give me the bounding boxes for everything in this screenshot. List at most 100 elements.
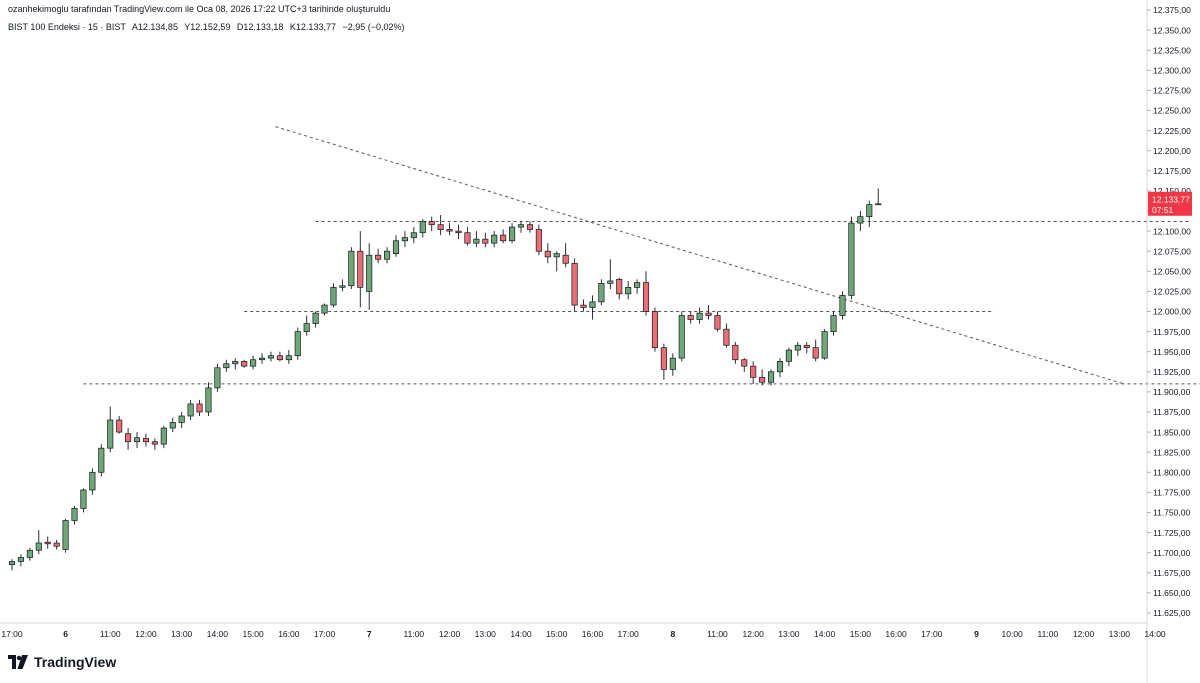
candle[interactable] (267, 351, 275, 362)
candle[interactable] (116, 416, 123, 434)
candle[interactable] (384, 247, 391, 264)
candle[interactable] (848, 216, 855, 300)
candle[interactable] (714, 311, 721, 332)
candle[interactable] (410, 227, 417, 244)
candle[interactable] (660, 343, 667, 380)
candle[interactable] (178, 411, 185, 429)
candle[interactable] (535, 224, 542, 256)
candle[interactable] (571, 258, 578, 312)
candle[interactable] (839, 291, 846, 320)
candle[interactable] (553, 251, 560, 272)
candle[interactable] (544, 243, 551, 264)
candle[interactable] (794, 342, 801, 356)
candle[interactable] (339, 279, 346, 292)
candle[interactable] (419, 219, 426, 238)
candle[interactable] (35, 530, 42, 555)
symbol-legend[interactable]: BIST 100 Endeksi · 15 · BIST A12.134,85 … (8, 22, 409, 32)
candle[interactable] (678, 311, 685, 362)
candle[interactable] (812, 339, 819, 362)
candle[interactable] (509, 223, 516, 244)
candles[interactable] (8, 188, 882, 571)
candle[interactable] (169, 417, 176, 433)
candle[interactable] (98, 444, 105, 477)
candle[interactable] (375, 248, 382, 264)
candle[interactable] (767, 369, 775, 386)
candle[interactable] (500, 229, 507, 244)
trend-line[interactable] (275, 126, 1124, 385)
candle[interactable] (625, 280, 632, 300)
candle[interactable] (366, 243, 373, 310)
candle[interactable] (482, 232, 489, 248)
candle[interactable] (589, 295, 596, 320)
candle[interactable] (428, 216, 435, 232)
candle[interactable] (651, 307, 659, 352)
price-axis[interactable]: 12.375,00 12.350,00 12.325,00 12.300,00 12.2… (1147, 5, 1191, 618)
candle[interactable] (205, 382, 212, 417)
candle[interactable] (133, 432, 141, 449)
candle[interactable] (80, 488, 87, 513)
candle[interactable] (160, 425, 167, 449)
candle[interactable] (830, 311, 837, 336)
candle[interactable] (303, 315, 310, 336)
candle[interactable] (250, 355, 257, 370)
candle[interactable] (687, 311, 694, 324)
candle[interactable] (8, 559, 16, 571)
candle[interactable] (187, 399, 194, 421)
candle[interactable] (526, 221, 533, 233)
candle[interactable] (473, 231, 480, 248)
candle[interactable] (607, 259, 614, 289)
candle[interactable] (562, 243, 569, 268)
candle[interactable] (821, 329, 828, 360)
candle[interactable] (151, 438, 158, 450)
candle[interactable] (125, 428, 132, 450)
candle[interactable] (294, 327, 301, 360)
candle[interactable] (598, 279, 605, 306)
candle[interactable] (17, 554, 24, 567)
candle[interactable] (89, 468, 96, 495)
candle[interactable] (258, 353, 266, 364)
candle[interactable] (642, 271, 650, 316)
symbol-name[interactable]: BIST 100 Endeksi · 15 · BIST (8, 22, 126, 32)
candle[interactable] (696, 307, 703, 324)
candle[interactable] (750, 361, 757, 384)
candle[interactable] (875, 188, 882, 206)
candle[interactable] (276, 351, 283, 362)
candle[interactable] (866, 200, 873, 228)
candle[interactable] (392, 235, 400, 257)
candle[interactable] (401, 231, 408, 248)
candle[interactable] (723, 323, 730, 348)
candle[interactable] (241, 359, 248, 368)
candle[interactable] (464, 227, 471, 246)
candle[interactable] (857, 211, 864, 232)
candle[interactable] (196, 399, 203, 417)
candle[interactable] (634, 279, 641, 294)
candle[interactable] (44, 536, 51, 549)
candle[interactable] (357, 231, 364, 308)
candle[interactable] (348, 247, 355, 289)
drawing-annotations[interactable] (83, 126, 1200, 385)
candle[interactable] (616, 277, 623, 300)
candle[interactable] (580, 299, 587, 312)
candle[interactable] (142, 433, 150, 447)
candle[interactable] (455, 224, 462, 240)
candle[interactable] (759, 369, 766, 386)
time-axis[interactable]: 17:00 6 11:00 12:00 13:00 14:00 15:00 16:00 17:0… (1, 629, 1166, 639)
candle[interactable] (732, 342, 739, 364)
candle[interactable] (71, 506, 78, 525)
candle[interactable] (214, 363, 221, 392)
candle[interactable] (705, 305, 712, 320)
candle[interactable] (26, 547, 33, 561)
candle[interactable] (517, 221, 525, 233)
candle[interactable] (312, 311, 319, 328)
candle[interactable] (107, 406, 114, 453)
candle[interactable] (669, 353, 676, 376)
candle[interactable] (330, 283, 337, 308)
candle[interactable] (803, 342, 810, 354)
candle[interactable] (491, 231, 498, 248)
candle[interactable] (741, 358, 748, 372)
candle[interactable] (53, 539, 60, 550)
candle[interactable] (776, 358, 784, 378)
candle[interactable] (62, 518, 69, 553)
candle[interactable] (232, 358, 239, 370)
